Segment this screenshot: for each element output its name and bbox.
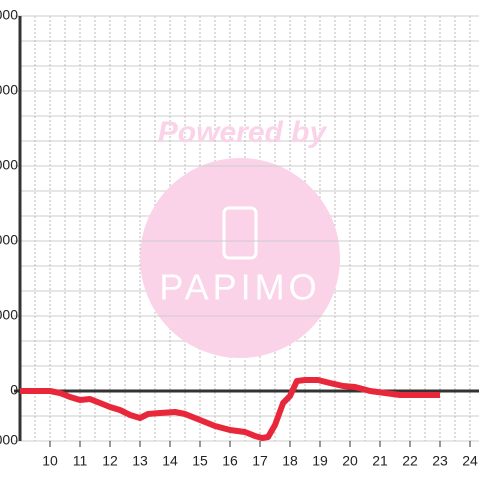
y-tick-label: 0	[10, 382, 18, 398]
y-tick-label: -20,000	[0, 432, 18, 448]
x-tick-label: 20	[342, 453, 358, 469]
watermark: Powered by PAPIMO	[140, 116, 340, 358]
y-tick-label: 30,000	[0, 307, 18, 323]
x-tick-label: 24	[462, 453, 478, 469]
x-tick-label: 23	[432, 453, 448, 469]
x-tick-label: 22	[402, 453, 418, 469]
y-tick-label: 150,000	[0, 7, 18, 23]
x-tick-label: 18	[282, 453, 298, 469]
x-tick-label: 12	[102, 453, 118, 469]
watermark-top: Powered by	[158, 116, 328, 149]
x-tick-label: 13	[132, 453, 148, 469]
x-tick-label: 21	[372, 453, 388, 469]
x-tick-label: 15	[192, 453, 208, 469]
watermark-phone	[222, 206, 258, 260]
x-tick-label: 10	[42, 453, 58, 469]
x-tick-label: 14	[162, 453, 178, 469]
x-tick-label: 17	[252, 453, 268, 469]
line	[20, 377, 440, 441]
x-tick-label: 19	[312, 453, 328, 469]
x-tick-label: 11	[73, 453, 88, 469]
y-tick-label: 90,000	[0, 157, 18, 173]
y-tick-label: 120,000	[0, 82, 18, 98]
y-tick-label: 60,000	[0, 232, 18, 248]
watermark-logo: PAPIMO	[159, 267, 320, 308]
x-tick-label: 16	[222, 453, 238, 469]
